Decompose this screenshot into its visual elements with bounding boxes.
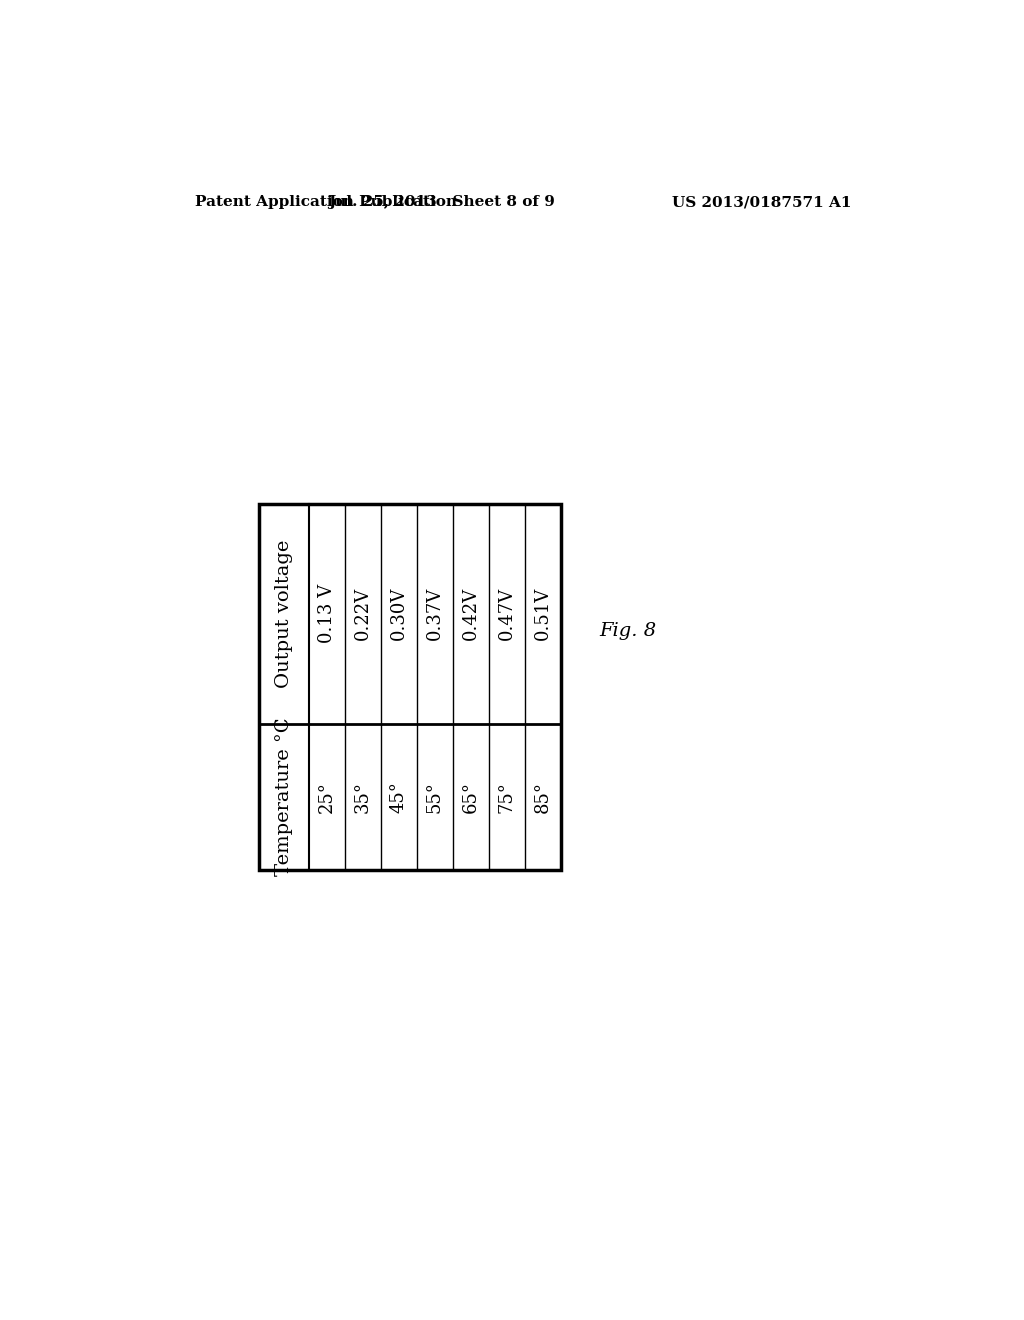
Text: 65°: 65° <box>462 780 479 813</box>
Text: 0.37V: 0.37V <box>426 587 443 640</box>
Text: 85°: 85° <box>534 780 552 813</box>
Text: 35°: 35° <box>353 780 372 813</box>
Text: 45°: 45° <box>390 780 408 813</box>
Bar <box>259 504 560 870</box>
Text: 25°: 25° <box>317 780 336 813</box>
Text: Fig. 8: Fig. 8 <box>599 622 656 640</box>
Text: 0.30V: 0.30V <box>390 587 408 640</box>
Text: Temperature °C: Temperature °C <box>274 717 293 876</box>
Text: Patent Application Publication: Patent Application Publication <box>196 195 458 209</box>
Text: 0.51V: 0.51V <box>534 587 552 640</box>
Text: US 2013/0187571 A1: US 2013/0187571 A1 <box>672 195 851 209</box>
Text: 0.13 V: 0.13 V <box>317 585 336 643</box>
Text: 75°: 75° <box>498 780 515 813</box>
Text: Jul. 25, 2013   Sheet 8 of 9: Jul. 25, 2013 Sheet 8 of 9 <box>328 195 555 209</box>
Text: 0.42V: 0.42V <box>462 587 479 640</box>
Text: 55°: 55° <box>426 780 443 813</box>
Text: 0.47V: 0.47V <box>498 587 515 640</box>
Text: Output voltage: Output voltage <box>274 540 293 688</box>
Text: 0.22V: 0.22V <box>353 587 372 640</box>
